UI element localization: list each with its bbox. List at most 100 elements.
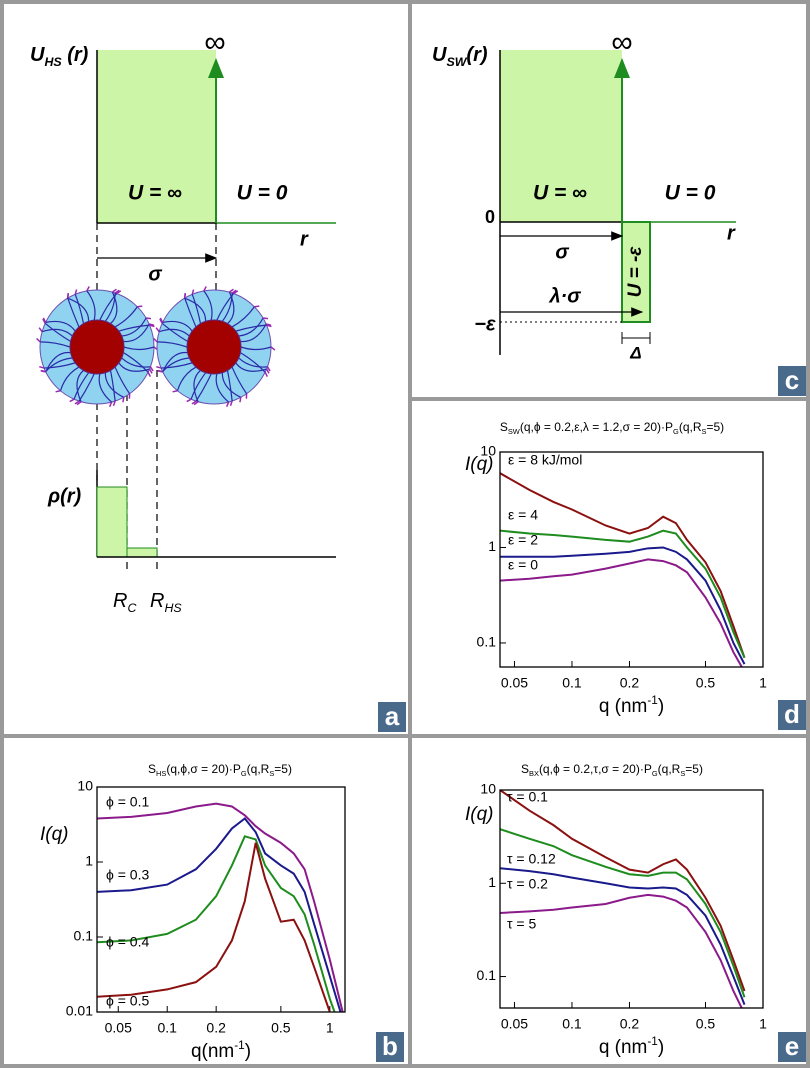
y-tick-label: 1 bbox=[85, 853, 93, 869]
x-tick-label: 0.2 bbox=[620, 675, 640, 691]
x-tick-label: 1 bbox=[759, 1016, 767, 1032]
chart-title: SSW(q,ϕ = 0.2,ε,λ = 1.2,σ = 20)·PG(q,RS=… bbox=[500, 420, 724, 436]
panel-letter: d bbox=[784, 699, 800, 729]
text-part: ) bbox=[245, 1041, 251, 1062]
core-density bbox=[97, 487, 127, 557]
script-text: BX bbox=[529, 769, 539, 778]
script-text: -1 bbox=[234, 1039, 244, 1052]
script-text: HS bbox=[156, 769, 166, 778]
y-tick-label: 1 bbox=[488, 874, 496, 890]
series-label: ε = 0 bbox=[508, 557, 538, 573]
x-tick-label: 0.05 bbox=[105, 1020, 132, 1036]
minus-epsilon: −ε bbox=[474, 313, 496, 335]
x-tick-label: 0.1 bbox=[562, 1016, 582, 1032]
y-axis-label: I(q) bbox=[40, 824, 69, 845]
sigma-label: σ bbox=[555, 241, 569, 263]
panel-letter: a bbox=[385, 701, 400, 731]
x-tick-label: 1 bbox=[759, 675, 767, 691]
outside-label: U = 0 bbox=[665, 182, 716, 205]
chain-end bbox=[56, 391, 61, 392]
series-label: ε = 4 bbox=[508, 507, 538, 523]
figure: UHS (r) ∞ U = ∞ U = 0 r σ ρ(r) RC RHS a … bbox=[0, 0, 810, 1068]
text-part: =5) bbox=[706, 420, 724, 434]
text-part: (q,ϕ = 0.2,τ,σ = 20)·P bbox=[539, 762, 652, 776]
text-part: (q,R bbox=[679, 420, 702, 434]
text-part: (r) bbox=[62, 44, 89, 66]
x-tick-label: 0.5 bbox=[696, 1016, 716, 1032]
series-label: ϕ = 0.4 bbox=[106, 934, 149, 950]
y-tick-label: 10 bbox=[77, 778, 93, 794]
sigma-label: σ bbox=[148, 263, 162, 285]
text-part: =5) bbox=[685, 762, 703, 776]
series-label: τ = 0.12 bbox=[507, 851, 556, 867]
text-part: R bbox=[150, 590, 164, 612]
text-part: (q,R bbox=[247, 762, 270, 776]
chain-end bbox=[263, 318, 268, 319]
x-tick-label: 1 bbox=[326, 1020, 334, 1036]
series-label: ϕ = 0.3 bbox=[106, 867, 149, 883]
text-part: q (nm bbox=[599, 1037, 648, 1058]
chain-end bbox=[254, 306, 259, 307]
text-part: q(nm bbox=[191, 1041, 234, 1062]
text-part: S bbox=[521, 762, 529, 776]
series-label: τ = 0.2 bbox=[507, 876, 548, 892]
chain-end bbox=[41, 371, 46, 372]
series-label: τ = 5 bbox=[507, 916, 536, 932]
chain-end bbox=[146, 318, 151, 319]
x-tick-label: 0.5 bbox=[271, 1020, 291, 1036]
script-text: SW bbox=[508, 427, 520, 436]
series-label: τ = 0.1 bbox=[507, 789, 548, 805]
script-text: -1 bbox=[647, 1035, 657, 1048]
x-tick-label: 0.1 bbox=[562, 675, 582, 691]
y-tick-label: 10 bbox=[480, 781, 496, 797]
chart-title: SBX(q,ϕ = 0.2,τ,σ = 20)·PG(q,RS=5) bbox=[521, 762, 703, 778]
script-text: HS bbox=[44, 55, 62, 69]
text-part: S bbox=[500, 420, 508, 434]
series-label: ε = 2 bbox=[508, 532, 538, 548]
chain-end bbox=[158, 371, 163, 372]
well-label: U = -ε bbox=[625, 246, 646, 298]
text-part: q (nm bbox=[599, 696, 648, 717]
chain-end bbox=[240, 397, 241, 402]
particle-core bbox=[70, 320, 124, 374]
particle-core bbox=[187, 320, 241, 374]
x-tick-label: 0.2 bbox=[620, 1016, 640, 1032]
delta-label: Δ bbox=[629, 343, 641, 362]
r-label: r bbox=[727, 222, 736, 244]
shell-density bbox=[127, 548, 157, 557]
script-text: SW bbox=[446, 55, 467, 69]
text-part: =5) bbox=[274, 762, 292, 776]
y-tick-label: 0.01 bbox=[66, 1003, 93, 1019]
infinity: ∞ bbox=[611, 26, 632, 59]
series-label: ϕ = 0.5 bbox=[106, 993, 149, 1009]
chain-end bbox=[185, 293, 186, 298]
x-tick-label: 0.05 bbox=[501, 675, 528, 691]
r-label: r bbox=[300, 228, 309, 250]
infinity: ∞ bbox=[204, 26, 225, 59]
inside-label: U = ∞ bbox=[533, 182, 587, 205]
outside-label: U = 0 bbox=[237, 182, 288, 205]
series-label: ε = 8 kJ/mol bbox=[508, 452, 582, 468]
panel-letter: b bbox=[382, 1031, 398, 1061]
text-part: (q,ϕ,σ = 20)·P bbox=[166, 762, 240, 776]
script-text: HS bbox=[164, 601, 182, 615]
y-tick-label: 0.1 bbox=[477, 634, 497, 650]
text-part: U bbox=[30, 44, 45, 66]
script-text: -1 bbox=[647, 694, 657, 707]
text-part: (q,ϕ = 0.2,ε,λ = 1.2,σ = 20)·P bbox=[520, 420, 673, 434]
y-tick-label: 1 bbox=[488, 538, 496, 554]
text-part: (r) bbox=[466, 44, 487, 66]
zero-label: 0 bbox=[485, 207, 495, 227]
script-text: C bbox=[127, 601, 137, 615]
text-part: S bbox=[148, 762, 156, 776]
text-part: U bbox=[432, 44, 447, 66]
chain-end bbox=[173, 391, 178, 392]
chain-end bbox=[68, 293, 69, 298]
panel-letter: c bbox=[785, 365, 799, 395]
y-tick-label: 0.1 bbox=[477, 967, 497, 983]
lambda-sigma-label: λ·σ bbox=[548, 285, 581, 307]
text-part: ) bbox=[658, 1037, 664, 1058]
series-label: ϕ = 0.1 bbox=[106, 794, 149, 810]
inside-label: U = ∞ bbox=[128, 182, 182, 205]
panel-letter: e bbox=[785, 1031, 799, 1061]
